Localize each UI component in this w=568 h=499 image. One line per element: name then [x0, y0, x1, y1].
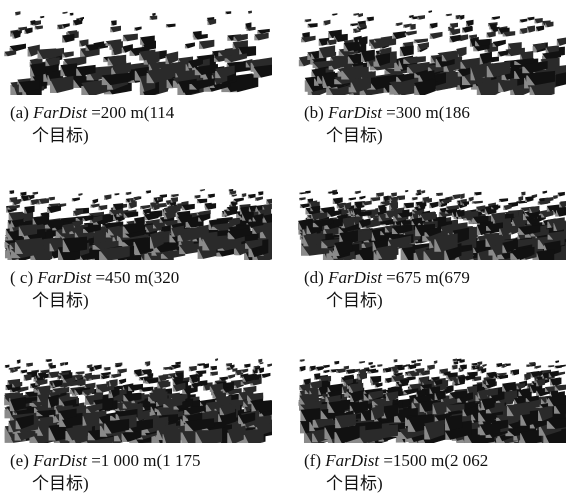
caption: (d) FarDist =675 m(679个目标) — [298, 266, 568, 312]
caption-text: =200 m(114 — [91, 103, 174, 122]
caption-line: ( c) FarDist =450 m(320 — [10, 266, 284, 289]
variable-name: FarDist — [328, 268, 382, 287]
caption-text: =1500 m(2 062 — [383, 451, 488, 470]
caption-line-2: 个目标) — [10, 289, 284, 312]
panel-label: (f) — [304, 451, 321, 470]
caption: (e) FarDist =1 000 m(1 175个目标) — [4, 449, 284, 495]
panel: (a) FarDist =200 m(114个目标) — [4, 0, 284, 147]
variable-name: FarDist — [33, 451, 87, 470]
caption: (b) FarDist =300 m(186个目标) — [298, 101, 568, 147]
panel-label: ( c) — [10, 268, 33, 287]
panel-label: (b) — [304, 103, 324, 122]
caption-line: (f) FarDist =1500 m(2 062 — [304, 449, 568, 472]
city-render — [4, 0, 272, 95]
city-render — [298, 180, 566, 260]
caption: (a) FarDist =200 m(114个目标) — [4, 101, 284, 147]
panel: (b) FarDist =300 m(186个目标) — [298, 0, 568, 147]
caption-line-2: 个目标) — [10, 124, 284, 147]
city-render — [4, 180, 272, 260]
caption-line: (d) FarDist =675 m(679 — [304, 266, 568, 289]
panel-label: (a) — [10, 103, 29, 122]
caption-line: (b) FarDist =300 m(186 — [304, 101, 568, 124]
caption-line-2: 个目标) — [304, 472, 568, 495]
caption-line: (a) FarDist =200 m(114 — [10, 101, 284, 124]
panel: ( c) FarDist =450 m(320个目标) — [4, 180, 284, 312]
panel-label: (e) — [10, 451, 29, 470]
city-render — [4, 348, 272, 443]
caption-text: =300 m(186 — [386, 103, 470, 122]
figure: (a) FarDist =200 m(114个目标)(b) FarDist =3… — [0, 0, 568, 499]
panel-label: (d) — [304, 268, 324, 287]
caption: (f) FarDist =1500 m(2 062个目标) — [298, 449, 568, 495]
caption-text: =1 000 m(1 175 — [91, 451, 200, 470]
panel: (d) FarDist =675 m(679个目标) — [298, 180, 568, 312]
caption: ( c) FarDist =450 m(320个目标) — [4, 266, 284, 312]
caption-line-2: 个目标) — [304, 289, 568, 312]
caption-text: =675 m(679 — [386, 268, 470, 287]
variable-name: FarDist — [37, 268, 91, 287]
city-render — [298, 348, 566, 443]
caption-line-2: 个目标) — [304, 124, 568, 147]
variable-name: FarDist — [325, 451, 379, 470]
caption-line: (e) FarDist =1 000 m(1 175 — [10, 449, 284, 472]
city-render — [298, 0, 566, 95]
caption-line-2: 个目标) — [10, 472, 284, 495]
caption-text: =450 m(320 — [95, 268, 179, 287]
variable-name: FarDist — [328, 103, 382, 122]
panel: (f) FarDist =1500 m(2 062个目标) — [298, 348, 568, 495]
panel: (e) FarDist =1 000 m(1 175个目标) — [4, 348, 284, 495]
variable-name: FarDist — [33, 103, 87, 122]
